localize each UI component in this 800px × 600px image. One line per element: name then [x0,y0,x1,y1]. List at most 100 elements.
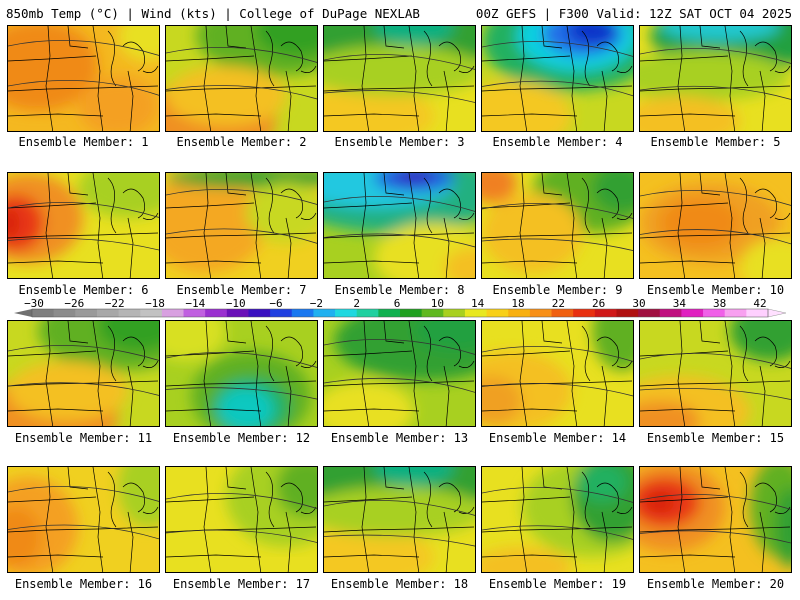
temperature-contour-fill [324,381,414,426]
ensemble-member-caption: Ensemble Member: 12 [172,431,311,445]
state-borders [324,467,475,572]
temperature-contour-fill [8,208,20,238]
colorbar-swatch [529,309,553,317]
height-contours [482,40,633,97]
state-borders [8,321,159,426]
ensemble-map-panel [323,25,476,132]
temperature-field [8,26,159,131]
ensemble-map-panel [165,466,318,573]
temperature-field [8,173,159,278]
colorbar-swatch [335,309,358,317]
temperature-contour-fill [324,487,475,537]
temperature-contour-fill [640,96,740,131]
temperature-contour-fill [645,490,675,514]
colorbar-swatch [291,309,314,317]
height-contours [166,351,317,400]
temperature-field [166,467,317,572]
ensemble-member-caption: Ensemble Member: 5 [650,135,781,149]
ensemble-map-panel [7,320,160,427]
ensemble-map-panel [481,320,634,427]
temperature-field [482,26,633,131]
height-contours [640,47,791,100]
colorbar-swatch [96,309,120,317]
temperature-contour-fill [166,173,266,273]
ensemble-map-panel [481,466,634,573]
ensemble-member-caption: Ensemble Member: 4 [492,135,623,149]
height-contours [166,492,317,543]
colorbar-swatch [270,309,293,317]
colorbar-tick-label: −26 [64,297,85,310]
colorbar-swatch [118,309,141,317]
ensemble-map-panel [639,320,792,427]
temperature-contour-fill [730,321,791,361]
temperature-field [166,173,317,278]
ensemble-member-caption: Ensemble Member: 17 [172,577,311,591]
ensemble-map-panel [165,25,318,132]
colorbar-swatch [378,309,401,317]
colorbar-swatch [313,309,336,317]
temperature-contour-fill [482,173,517,203]
ensemble-map-panel [323,466,476,573]
temperature-field [640,467,791,572]
height-contours [8,201,159,251]
colorbar-swatch [32,309,55,317]
ensemble-member-caption: Ensemble Member: 6 [18,283,149,297]
temperature-contour-fill [324,527,434,572]
ensemble-map-panel [323,172,476,279]
height-contours [166,188,317,244]
temperature-contour-fill [246,183,317,243]
state-borders [482,467,633,572]
height-contours [640,189,791,245]
temperature-field [640,321,791,426]
temperature-field [324,321,475,426]
temperature-contour-fill [374,467,454,487]
colorbar-swatch [746,309,769,317]
temperature-contour-fill [577,467,627,502]
state-borders [8,467,159,572]
height-contours [324,338,475,393]
state-borders [324,321,475,426]
temperature-contour-fill [78,76,158,131]
temperature-contour-fill [482,376,522,426]
height-contours [8,485,159,540]
height-contours [8,344,159,396]
temperature-field [8,321,159,426]
temperature-field [166,321,317,426]
colorbar-tick-label: 10 [430,297,444,310]
temperature-contour-fill [166,321,226,361]
colorbar-swatch [161,309,185,317]
temperature-contour-fill [394,173,434,184]
colorbar-swatch [573,309,596,317]
ensemble-member-caption: Ensemble Member: 18 [330,577,469,591]
ensemble-member-caption: Ensemble Member: 1 [18,135,149,149]
colorbar-swatch [594,309,617,317]
colorbar-swatch [659,309,682,317]
colorbar-tick-label: 42 [753,297,767,310]
colorbar-swatch [486,309,509,317]
colorbar-swatch [724,309,747,317]
colorbar-tick-label: 22 [551,297,565,310]
temperature-contour-fill [660,26,780,41]
state-borders [8,173,159,278]
temperature-contour-fill [740,238,791,278]
ensemble-member-caption: Ensemble Member: 10 [646,283,785,297]
colorbar-swatch [226,309,249,317]
colorbar-swatch [356,309,379,317]
colorbar-tick-label: 34 [672,297,686,310]
colorbar-swatch [400,309,423,317]
colorbar-tick-label: −2 [309,297,323,310]
colorbar-swatch [703,309,726,317]
ensemble-member-caption: Ensemble Member: 2 [176,135,307,149]
ensemble-member-caption: Ensemble Member: 9 [492,283,623,297]
ensemble-map-panel [639,172,792,279]
temperature-contour-fill [374,26,454,46]
state-borders [166,26,317,131]
colorbar-tick-label: 26 [592,297,606,310]
ensemble-map-panel [7,25,160,132]
ensemble-member-caption: Ensemble Member: 15 [646,431,785,445]
state-borders [640,26,791,131]
ensemble-member-caption: Ensemble Member: 8 [334,283,465,297]
ensemble-map-panel [639,25,792,132]
ensemble-map-panel [7,172,160,279]
colorbar-tick-label: −22 [104,297,125,310]
